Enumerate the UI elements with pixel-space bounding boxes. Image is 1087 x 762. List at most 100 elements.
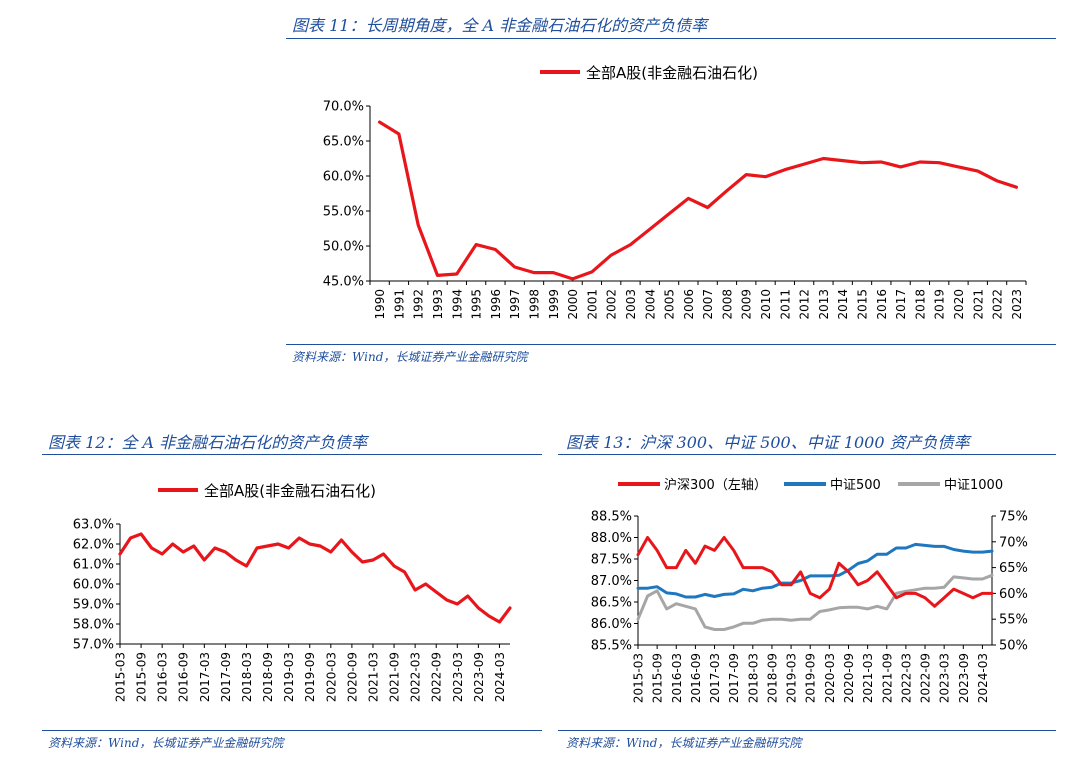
fig12-x-tick-label: 2016-03 xyxy=(156,652,170,702)
fig12-x-tick-label: 2019-09 xyxy=(303,652,317,702)
null-y-tick-label: 88.0% xyxy=(591,531,632,546)
null-y-tick-label: 62.0% xyxy=(73,538,114,553)
fig12-source: 资料来源：Wind，长城证券产业金融研究院 xyxy=(48,736,284,750)
fig12-legend-label: 全部A股(非金融石油石化) xyxy=(204,482,376,500)
fig11-x-tick-label: 2002 xyxy=(605,289,619,320)
fig12-x-tick-label: 2016-09 xyxy=(177,652,191,702)
fig13-x-tick-label: 2020-09 xyxy=(842,653,856,703)
fig13-top-rule xyxy=(558,454,1056,455)
null-y-tick-label: 59.0% xyxy=(73,598,114,613)
fig11-x-tick-label: 2015 xyxy=(856,289,870,320)
fig11-x-tick-label: 2019 xyxy=(933,289,947,320)
fig11-x-tick-label: 2021 xyxy=(971,289,985,320)
fig12-x-tick-label: 2021-09 xyxy=(388,652,402,702)
fig11-series-line xyxy=(378,120,1019,281)
fig12-x-tick-label: 2017-09 xyxy=(219,652,233,702)
fig11-x-tick-label: 2013 xyxy=(817,289,831,320)
fig11-caption: 图表 11：长周期角度，全 A 非金融石油石化的资产负债率 xyxy=(292,16,708,35)
fig11-x-tick-label: 1998 xyxy=(528,289,542,320)
fig13-x-tick-label: 2019-09 xyxy=(804,653,818,703)
fig11-x-tick-label: 2017 xyxy=(894,289,908,320)
null-y-tick-label: 86.5% xyxy=(591,596,632,611)
fig11-x-tick-label: 2012 xyxy=(798,289,812,320)
fig11-x-tick-label: 2018 xyxy=(913,289,927,320)
fig13-source: 资料来源：Wind，长城证券产业金融研究院 xyxy=(566,736,802,750)
fig13-x-tick-label: 2015-03 xyxy=(632,653,646,703)
fig13-y-right-tick-label: 75% xyxy=(999,510,1028,525)
null-y-tick-label: 45.0% xyxy=(323,275,364,290)
fig13-legend-label-1: 中证500 xyxy=(830,478,881,493)
fig13-x-tick-label: 2016-03 xyxy=(670,653,684,703)
null-y-tick-label: 65.0% xyxy=(323,135,364,150)
fig11-x-tick-label: 2009 xyxy=(740,289,754,320)
fig12-series-line xyxy=(118,532,512,624)
fig11-legend-label: 全部A股(非金融石油石化) xyxy=(586,64,758,82)
fig11-x-tick-label: 2014 xyxy=(836,289,850,320)
null-y-tick-label: 88.5% xyxy=(591,510,632,525)
fig11-x-tick-label: 2001 xyxy=(585,289,599,320)
null-y-tick-label: 55.0% xyxy=(323,205,364,220)
fig12-x-tick-label: 2017-03 xyxy=(198,652,212,702)
fig11-x-tick-label: 2010 xyxy=(759,289,773,320)
fig11-x-tick-label: 2000 xyxy=(566,289,580,320)
fig11-x-tick-label: 1992 xyxy=(412,289,426,320)
fig13-series-line-0 xyxy=(636,536,994,608)
fig13-y-right-tick-label: 70% xyxy=(999,535,1028,550)
fig11-x-tick-label: 1991 xyxy=(392,289,406,320)
fig11-x-tick-label: 1990 xyxy=(373,289,387,320)
fig12-x-tick-label: 2022-03 xyxy=(409,652,423,702)
null-y-tick-label: 70.0% xyxy=(323,100,364,115)
fig13-x-tick-label: 2016-09 xyxy=(689,653,703,703)
null-y-tick-label: 58.0% xyxy=(73,618,114,633)
fig13-legend-label-0: 沪深300（左轴） xyxy=(664,477,767,493)
fig13-x-tick-label: 2021-09 xyxy=(880,653,894,703)
null-y-tick-label: 61.0% xyxy=(73,558,114,573)
null-y-tick-label: 57.0% xyxy=(73,638,114,653)
fig13-x-tick-label: 2024-03 xyxy=(976,653,990,703)
fig11-x-tick-label: 1996 xyxy=(489,289,503,320)
null-y-tick-label: 86.0% xyxy=(591,617,632,632)
fig13-bottom-rule xyxy=(558,730,1056,731)
null-y-tick-label: 87.5% xyxy=(591,553,632,568)
fig11-x-tick-label: 2003 xyxy=(624,289,638,320)
fig12-x-tick-label: 2021-03 xyxy=(366,652,380,702)
fig13-series-line-1 xyxy=(636,542,994,599)
null-y-tick-label: 60.0% xyxy=(323,170,364,185)
fig11-x-tick-label: 2022 xyxy=(991,289,1005,320)
fig13-x-tick-label: 2020-03 xyxy=(823,653,837,703)
fig13-x-tick-label: 2017-03 xyxy=(708,653,722,703)
fig12-x-tick-label: 2018-09 xyxy=(261,652,275,702)
fig13-y-right-tick-label: 55% xyxy=(999,613,1028,628)
fig13-x-tick-label: 2023-09 xyxy=(957,653,971,703)
fig11-x-tick-label: 2008 xyxy=(720,289,734,320)
fig13-x-tick-label: 2017-09 xyxy=(727,653,741,703)
fig13-legend-label-2: 中证1000 xyxy=(944,478,1003,493)
fig12-x-tick-label: 2020-09 xyxy=(345,652,359,702)
fig11-bottom-rule xyxy=(286,344,1056,345)
fig12-x-tick-label: 2023-03 xyxy=(451,652,465,702)
fig11-x-tick-label: 1999 xyxy=(547,289,561,320)
fig12-x-tick-label: 2019-03 xyxy=(282,652,296,702)
fig11-x-tick-label: 2023 xyxy=(1010,289,1024,320)
fig13-x-tick-label: 2018-09 xyxy=(765,653,779,703)
fig11-x-tick-label: 2004 xyxy=(643,289,657,320)
fig13-x-tick-label: 2022-03 xyxy=(899,653,913,703)
null-y-tick-label: 63.0% xyxy=(73,518,114,533)
fig11-x-tick-label: 2007 xyxy=(701,289,715,320)
fig13-y-right-tick-label: 50% xyxy=(999,639,1028,654)
fig12-caption: 图表 12：全 A 非金融石油石化的资产负债率 xyxy=(48,433,368,452)
fig11-x-tick-label: 2011 xyxy=(778,289,792,320)
fig12-x-tick-label: 2015-09 xyxy=(135,652,149,702)
fig13-x-tick-label: 2018-03 xyxy=(746,653,760,703)
fig13-caption: 图表 13：沪深 300、中证 500、中证 1000 资产负债率 xyxy=(566,433,970,452)
null-y-tick-label: 50.0% xyxy=(323,240,364,255)
fig13-x-tick-label: 2015-09 xyxy=(651,653,665,703)
null-y-tick-label: 85.5% xyxy=(591,639,632,654)
null-y-tick-label: 87.0% xyxy=(591,574,632,589)
fig11-x-tick-label: 1993 xyxy=(431,289,445,320)
fig12-x-tick-label: 2022-09 xyxy=(430,652,444,702)
fig13-series-line-2 xyxy=(636,573,994,631)
fig12-x-tick-label: 2018-03 xyxy=(240,652,254,702)
fig12-x-tick-label: 2015-03 xyxy=(114,652,128,702)
